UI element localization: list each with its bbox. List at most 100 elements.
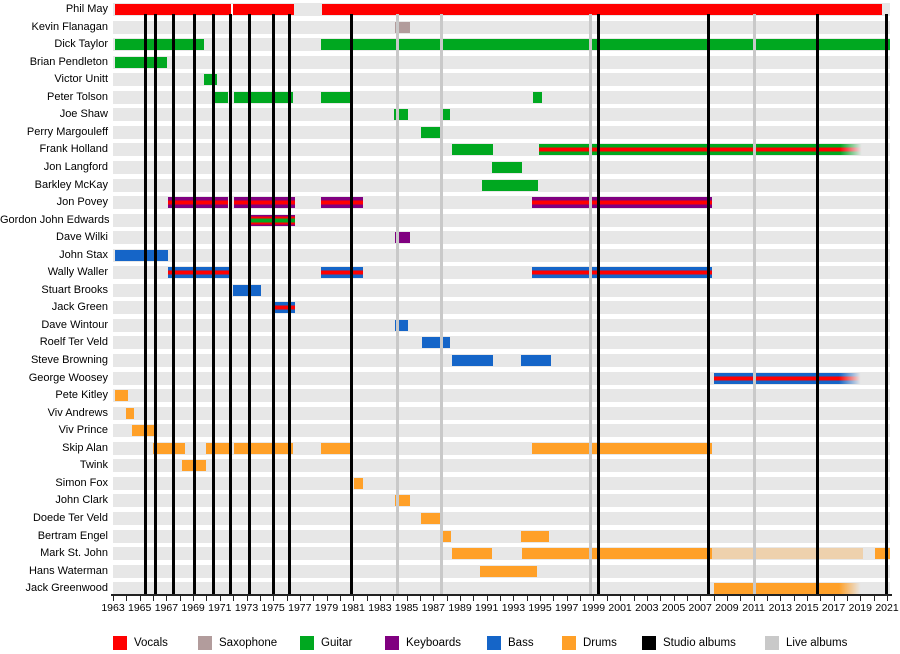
bar-fade-overlay: [839, 583, 863, 594]
member-label: Phil May: [65, 3, 108, 15]
timeline-bar: [233, 197, 296, 208]
axis-year-label: 1987: [421, 602, 445, 614]
live-album-line: [753, 14, 757, 594]
axis-year-label: 1965: [128, 602, 152, 614]
timeline-bar: [875, 548, 890, 559]
member-label: Dave Wilki: [56, 231, 108, 243]
member-label: Jon Povey: [56, 196, 108, 208]
axis-year-label: 1979: [314, 602, 339, 614]
row-stripe: [113, 56, 890, 69]
axis-year-label: 1977: [288, 602, 312, 614]
member-label: George Woosey: [28, 372, 108, 384]
axis-tick: [446, 596, 448, 601]
timeline-bar: [539, 144, 865, 155]
member-label: Viv Andrews: [47, 407, 108, 419]
axis-tick: [593, 596, 595, 601]
member-label: Wally Waller: [47, 266, 108, 278]
axis-tick: [219, 596, 221, 601]
x-axis-line: [111, 594, 892, 596]
row-stripe: [113, 336, 890, 349]
timeline-bar: [480, 566, 538, 577]
member-label: Viv Prince: [58, 424, 108, 436]
legend-swatch: [642, 636, 656, 650]
timeline-bar: [393, 109, 408, 120]
axis-tick: [286, 596, 288, 601]
axis-tick: [820, 596, 822, 601]
timeline-bar: [153, 443, 185, 454]
row-stripe: [113, 354, 890, 367]
axis-year-label: 1967: [154, 602, 179, 614]
axis-tick: [566, 596, 568, 601]
live-album-line: [439, 14, 443, 594]
member-label: Stuart Brooks: [41, 284, 108, 296]
timeline-bar: [421, 337, 450, 348]
row-stripe: [113, 407, 890, 420]
member-label: Twink: [79, 459, 108, 471]
timeline-bar: [322, 4, 882, 15]
axis-tick: [433, 596, 435, 601]
axis-tick: [860, 596, 862, 601]
axis-year-label: 1981: [341, 602, 365, 614]
timeline-bar: [712, 548, 863, 559]
timeline-bar: [532, 443, 713, 454]
axis-tick: [139, 596, 141, 601]
axis-tick: [726, 596, 728, 601]
studio-album-line: [271, 14, 275, 594]
legend-label: Bass: [508, 637, 534, 649]
row-stripe: [113, 424, 890, 437]
studio-album-line: [171, 14, 175, 594]
axis-tick: [833, 596, 835, 601]
axis-year-label: 1985: [394, 602, 419, 614]
axis-year-label: 2005: [661, 602, 686, 614]
axis-tick: [379, 596, 381, 601]
studio-album-line: [287, 14, 291, 594]
axis-year-label: 1971: [208, 602, 232, 614]
axis-year-label: 1991: [475, 602, 499, 614]
bar-fade-overlay: [839, 373, 863, 384]
axis-year-label: 1975: [261, 602, 285, 614]
axis-year-label: 1983: [368, 602, 392, 614]
axis-year-label: 1995: [528, 602, 552, 614]
legend-label: Studio albums: [663, 637, 736, 649]
legend-label: Guitar: [321, 637, 353, 649]
timeline-bar: [533, 92, 543, 103]
member-label: Jon Langford: [43, 161, 108, 173]
axis-tick: [193, 596, 195, 601]
timeline-bar: [213, 92, 228, 103]
timeline-bar: [115, 39, 204, 50]
timeline-bar: [482, 180, 538, 191]
axis-tick: [299, 596, 301, 601]
axis-year-label: 1997: [555, 602, 579, 614]
live-album-line: [396, 14, 400, 594]
axis-year-label: 2011: [742, 602, 765, 614]
member-label: Peter Tolson: [47, 91, 108, 103]
timeline-bar: [713, 373, 863, 384]
axis-tick: [339, 596, 341, 601]
axis-year-label: 2013: [768, 602, 792, 614]
timeline-bar: [353, 478, 364, 489]
axis-year-label: 2007: [688, 602, 712, 614]
row-stripe: [113, 582, 890, 595]
axis-tick: [673, 596, 675, 601]
studio-album-line: [596, 14, 600, 594]
row-stripe: [113, 301, 890, 314]
axis-tick: [326, 596, 328, 601]
axis-tick: [353, 596, 355, 601]
member-label: Dick Taylor: [54, 38, 108, 50]
row-stripe: [113, 389, 890, 402]
timeline-bar: [205, 443, 230, 454]
axis-tick: [700, 596, 702, 601]
member-label: Kevin Flanagan: [31, 21, 108, 33]
legend-swatch: [385, 636, 399, 650]
axis-year-label: 1969: [181, 602, 205, 614]
axis-tick: [780, 596, 782, 601]
timeline-bar: [167, 267, 230, 278]
axis-year-label: 2001: [608, 602, 632, 614]
timeline-bar: [532, 197, 713, 208]
axis-tick: [686, 596, 688, 601]
axis-tick: [273, 596, 275, 601]
member-label: John Clark: [55, 494, 108, 506]
legend-swatch: [198, 636, 212, 650]
timeline-bar: [394, 320, 408, 331]
legend-label: Vocals: [134, 637, 168, 649]
